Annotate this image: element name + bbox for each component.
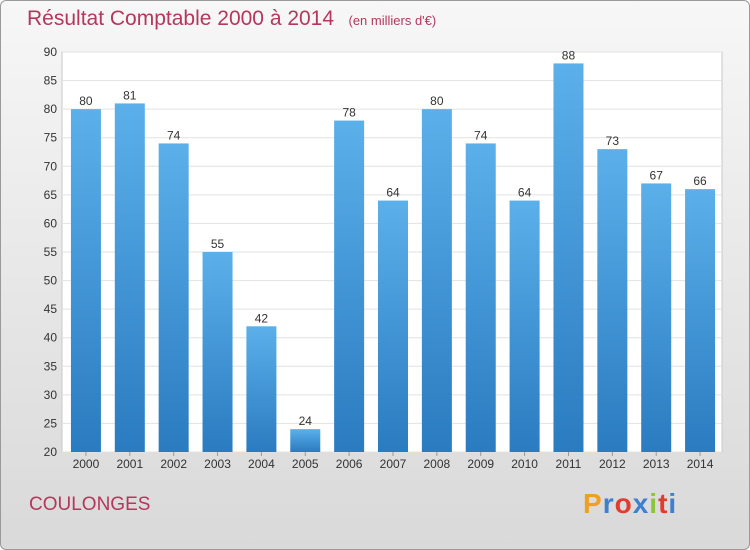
data-label-2011: 88 bbox=[562, 48, 576, 62]
bar-2010 bbox=[509, 200, 540, 452]
bar-2008 bbox=[421, 109, 452, 453]
bars: 80 81 74 55 42 24 78 64 80 74 64 88 73 67 66 bbox=[70, 48, 716, 453]
y-tick-label: 25 bbox=[44, 416, 58, 430]
commune-name: COULONGES bbox=[29, 494, 151, 515]
logo-letter: t bbox=[658, 488, 669, 519]
bar-2006 bbox=[334, 120, 365, 453]
data-label-2002: 74 bbox=[167, 128, 181, 142]
logo-letter: i bbox=[649, 488, 659, 519]
logo-letter: P bbox=[583, 488, 603, 519]
chart-title: Résultat Comptable 2000 à 2014 bbox=[27, 7, 335, 30]
y-tick-label: 85 bbox=[44, 74, 58, 88]
bar-2009 bbox=[465, 143, 496, 452]
x-tick-label: 2008 bbox=[424, 457, 451, 471]
data-label-2000: 80 bbox=[79, 94, 93, 108]
y-axis-labels: 20 25 30 35 40 45 50 55 60 65 70 75 80 85 90 bbox=[44, 45, 58, 459]
logo-letter: r bbox=[602, 488, 615, 519]
y-tick-label: 65 bbox=[44, 188, 58, 202]
data-label-2006: 78 bbox=[342, 106, 356, 120]
y-tick-label: 40 bbox=[44, 331, 58, 345]
data-label-2008: 80 bbox=[430, 94, 444, 108]
logo-letter: i bbox=[668, 488, 678, 519]
x-tick-label: 2003 bbox=[204, 457, 231, 471]
bar-2004 bbox=[246, 326, 277, 452]
x-tick-label: 2014 bbox=[687, 457, 714, 471]
y-tick-label: 35 bbox=[44, 359, 58, 373]
y-tick-label: 45 bbox=[44, 302, 58, 316]
bar-2007 bbox=[378, 200, 408, 452]
x-tick-label: 2001 bbox=[116, 457, 143, 471]
x-tick-label: 2005 bbox=[292, 457, 319, 471]
bar-2002 bbox=[158, 143, 189, 452]
x-tick-label: 2004 bbox=[248, 457, 275, 471]
bar-2011 bbox=[553, 63, 584, 453]
bar-2001 bbox=[114, 103, 145, 452]
y-tick-label: 90 bbox=[44, 45, 58, 59]
bar-2012 bbox=[597, 149, 628, 452]
data-label-2004: 42 bbox=[255, 311, 269, 325]
x-axis-labels: 2000 2001 2002 2003 2004 2005 2006 2007 2008 2009… bbox=[73, 452, 714, 471]
data-label-2007: 64 bbox=[386, 186, 400, 200]
bar-2003 bbox=[202, 252, 233, 452]
x-tick-label: 2006 bbox=[336, 457, 363, 471]
bar-2013 bbox=[641, 183, 672, 452]
x-tick-label: 2000 bbox=[73, 457, 100, 471]
data-label-2005: 24 bbox=[299, 414, 313, 428]
chart-subtitle: (en milliers d'€) bbox=[348, 13, 437, 28]
data-label-2014: 66 bbox=[693, 174, 707, 188]
y-tick-label: 55 bbox=[44, 245, 58, 259]
y-tick-label: 30 bbox=[44, 388, 58, 402]
y-tick-label: 60 bbox=[44, 216, 58, 230]
data-label-2003: 55 bbox=[211, 237, 225, 251]
y-tick-label: 20 bbox=[44, 445, 58, 459]
bar-2014 bbox=[685, 189, 716, 452]
x-tick-label: 2002 bbox=[160, 457, 187, 471]
x-tick-label: 2013 bbox=[643, 457, 670, 471]
x-tick-label: 2012 bbox=[599, 457, 626, 471]
y-tick-label: 80 bbox=[44, 102, 58, 116]
title-row: Résultat Comptable 2000 à 2014 (en milli… bbox=[27, 7, 436, 31]
y-tick-label: 50 bbox=[44, 274, 58, 288]
bar-2000 bbox=[70, 109, 101, 453]
logo-letter: x bbox=[632, 488, 650, 519]
data-label-2001: 81 bbox=[123, 88, 137, 102]
data-label-2010: 64 bbox=[518, 186, 532, 200]
data-label-2009: 74 bbox=[474, 128, 488, 142]
x-tick-label: 2007 bbox=[380, 457, 407, 471]
data-label-2012: 73 bbox=[606, 134, 620, 148]
x-tick-label: 2011 bbox=[556, 457, 582, 471]
x-tick-label: 2010 bbox=[511, 457, 538, 471]
logo-letter: o bbox=[614, 488, 633, 519]
y-tick-label: 75 bbox=[44, 131, 58, 145]
y-tick-label: 70 bbox=[44, 159, 58, 173]
data-label-2013: 67 bbox=[650, 168, 664, 182]
bar-2005 bbox=[290, 429, 321, 452]
proxiti-logo: Proxiti bbox=[583, 488, 677, 520]
x-tick-label: 2009 bbox=[467, 457, 494, 471]
